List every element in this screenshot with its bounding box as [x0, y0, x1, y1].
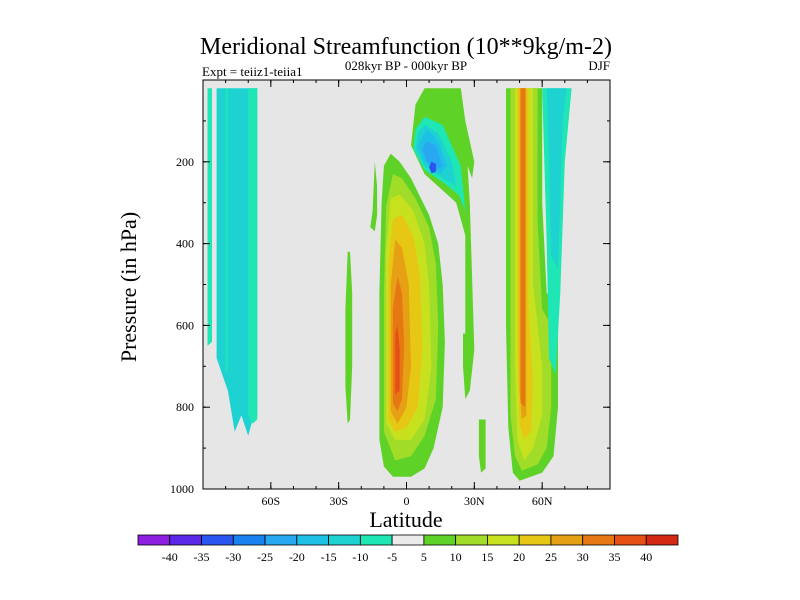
colorbar-swatch	[169, 534, 202, 546]
contour-ns-green-mid	[370, 161, 378, 232]
colorbar-swatch	[296, 534, 329, 546]
contour-nh-green-low	[478, 419, 486, 473]
x-tick-label: 30S	[329, 494, 348, 508]
colorbar-label: 30	[577, 550, 589, 564]
colorbar-label: 20	[513, 550, 525, 564]
y-tick-label: 1000	[170, 482, 194, 496]
colorbar-label: -5	[387, 550, 397, 564]
chart-subtitle-right: DJF	[588, 58, 610, 73]
y-tick-label: 600	[176, 318, 194, 332]
colorbar-swatch	[518, 534, 552, 546]
colorbar-label: -20	[289, 550, 305, 564]
colorbar-swatch	[264, 534, 298, 546]
contour-nh-small-green	[451, 88, 475, 179]
contour-nh-upper-neg-25	[429, 161, 436, 174]
axes: 60S 30S 0 30N 60N 200 400 600 800 1000	[170, 79, 611, 508]
colorbar-swatch	[391, 534, 425, 546]
chart-title: Meridional Streamfunction (10**9kg/m-2)	[200, 34, 612, 60]
contour-nh-arctic-neg-10	[546, 88, 567, 269]
x-tick-label: 0	[404, 494, 410, 508]
colorbar-label: -40	[162, 550, 178, 564]
contour-nh-upper-neg-20	[422, 141, 443, 170]
colorbar-swatch	[423, 534, 457, 546]
colorbar-label: -10	[352, 550, 368, 564]
colorbar-label: 5	[421, 550, 427, 564]
x-tick-label: 60S	[261, 494, 280, 508]
plot-area	[203, 80, 610, 489]
colorbar-label: 40	[640, 550, 652, 564]
colorbar-swatch	[455, 534, 488, 546]
contour-tropical-pos-40	[395, 325, 400, 395]
colorbar-label: -30	[225, 550, 241, 564]
contour-sh-polar-teal-mid	[225, 88, 228, 375]
colorbar-swatch	[201, 534, 234, 546]
colorbar-swatch	[487, 534, 520, 546]
colorbar-swatch	[137, 534, 171, 546]
colorbar-swatch	[645, 534, 679, 546]
x-tick-label: 30N	[464, 494, 485, 508]
colorbar: -40 -35 -30 -25 -20 -15 -10 -5 5 10 15 20 25 30 35 40	[137, 534, 679, 564]
contour-ns-green-left	[345, 251, 353, 424]
colorbar-swatch	[582, 534, 615, 546]
contour-nh-green-mid	[463, 333, 470, 399]
colorbar-label: 35	[608, 550, 620, 564]
colorbar-label: -15	[321, 550, 337, 564]
x-axis-label: Latitude	[369, 507, 442, 532]
colorbar-swatch	[328, 534, 361, 546]
colorbar-label: -25	[257, 550, 273, 564]
colorbar-label: 10	[450, 550, 462, 564]
contour-sh-polar-neg-band	[207, 88, 258, 436]
contour-nh-jet-pos-35	[520, 88, 526, 408]
y-tick-label: 400	[176, 237, 194, 251]
colorbar-label: 25	[545, 550, 557, 564]
y-tick-label: 200	[176, 155, 194, 169]
colorbar-swatch	[359, 534, 393, 546]
chart-subtitle-left: Expt = teiiz1-teiia1	[202, 64, 302, 79]
chart-subtitle-center: 028kyr BP - 000kyr BP	[345, 58, 467, 73]
y-tick-label: 800	[176, 400, 194, 414]
colorbar-swatch	[232, 534, 266, 546]
colorbar-label: 15	[481, 550, 493, 564]
contour-sh-polar-teal-east	[248, 88, 258, 424]
colorbar-swatch	[550, 534, 584, 546]
colorbar-label: -35	[194, 550, 210, 564]
y-axis-label: Pressure (in hPa)	[116, 212, 141, 362]
colorbar-swatch	[614, 534, 647, 546]
x-tick-label: 60N	[532, 494, 553, 508]
contour-sh-polar-teal-edge	[207, 88, 212, 346]
